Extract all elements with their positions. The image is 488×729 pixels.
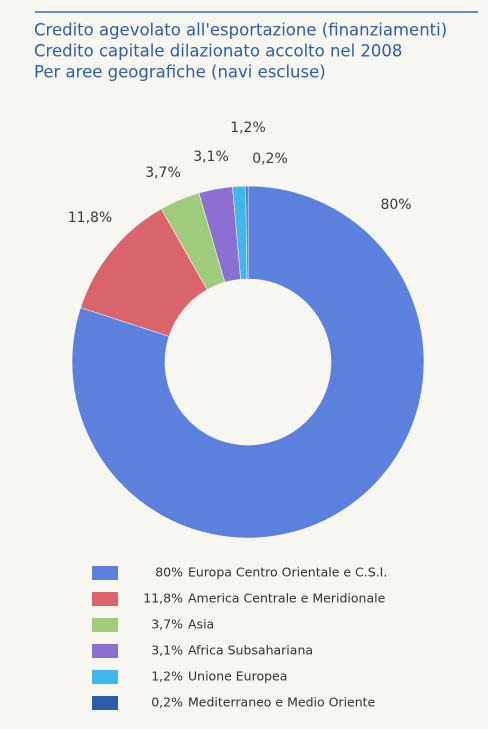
legend-value: 11,8% (143, 591, 183, 606)
chart-title: Credito capitale dilazionato accolto nel… (34, 42, 402, 61)
legend-swatch (92, 644, 118, 658)
legend-label: Africa Subsahariana (188, 643, 313, 658)
data-label: 3,1% (193, 149, 229, 165)
legend-swatch (92, 592, 118, 606)
legend-swatch (92, 670, 118, 684)
data-label: 80% (380, 197, 411, 213)
legend-value: 1,2% (151, 669, 183, 684)
legend-label: Asia (188, 617, 214, 632)
data-label: 3,7% (145, 165, 181, 181)
data-label: 0,2% (252, 151, 288, 167)
legend-label: Europa Centro Orientale e C.S.I. (188, 565, 387, 580)
data-label: 1,2% (230, 120, 266, 136)
legend-swatch (92, 696, 118, 710)
donut-slice (71, 185, 425, 539)
legend-value: 3,1% (151, 643, 183, 658)
legend-swatch (92, 618, 118, 632)
legend-label: America Centrale e Meridionale (188, 591, 386, 606)
legend-value: 80% (155, 565, 183, 580)
chart-title: Per aree geografiche (navi escluse) (34, 63, 326, 82)
legend-value: 0,2% (151, 695, 183, 710)
chart-title: Credito agevolato all'esportazione (fina… (34, 21, 447, 40)
legend-label: Mediterraneo e Medio Oriente (188, 695, 376, 710)
data-label: 11,8% (68, 210, 112, 226)
donut-slice (245, 185, 249, 280)
legend-label: Unione Europea (188, 669, 287, 684)
legend-value: 3,7% (151, 617, 183, 632)
legend-swatch (92, 566, 118, 580)
